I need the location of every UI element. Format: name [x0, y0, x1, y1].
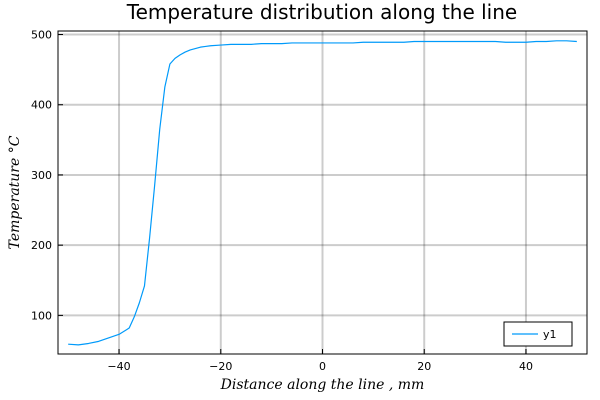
chart-title: Temperature distribution along the line — [126, 0, 517, 24]
x-tick-label: −20 — [209, 360, 232, 373]
y-tick-label: 400 — [31, 99, 52, 112]
x-axis-label: Distance along the line , mm — [220, 377, 425, 393]
x-tick-label: 0 — [319, 360, 326, 373]
y-tick-label: 200 — [31, 239, 52, 252]
legend: y1 — [503, 321, 573, 347]
y-axis-label: Temperature °C — [7, 135, 23, 249]
axis-ticks: −40 −20 0 20 40 100 200 300 400 500 — [31, 29, 533, 373]
y-tick-label: 100 — [31, 309, 52, 322]
y-tick-label: 300 — [31, 169, 52, 182]
y-tick-label: 500 — [31, 29, 52, 42]
series-line-y1 — [68, 40, 577, 346]
series-layer — [68, 40, 577, 346]
legend-label: y1 — [543, 328, 557, 341]
grid — [58, 31, 587, 354]
x-tick-label: 20 — [417, 360, 431, 373]
x-tick-label: 40 — [519, 360, 533, 373]
x-tick-label: −40 — [107, 360, 130, 373]
